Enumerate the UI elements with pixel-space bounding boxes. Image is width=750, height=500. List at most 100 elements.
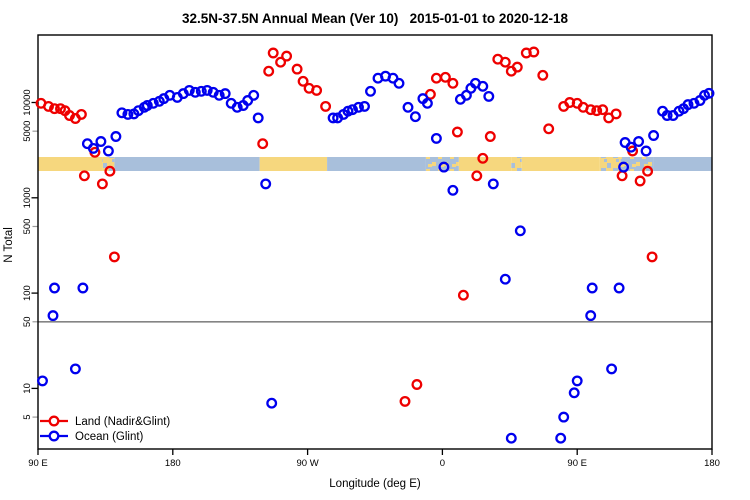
ocean-data-point	[242, 95, 254, 106]
land-data-point	[528, 46, 540, 58]
land-data-point	[267, 47, 279, 59]
y-tick-label: 50	[22, 316, 33, 327]
legend-marker-circle	[48, 430, 60, 442]
land-data-point	[108, 251, 120, 263]
ocean-data-point	[95, 136, 107, 147]
ocean-data-point	[347, 104, 358, 116]
ocean-data-point	[483, 90, 495, 102]
land-data-point	[597, 104, 609, 116]
land-data-point	[430, 72, 442, 84]
ocean-data-point	[487, 178, 499, 190]
ocean-data-point	[633, 136, 645, 147]
ocean-data-point	[585, 310, 597, 322]
land-data-point	[43, 100, 54, 112]
ocean-data-point	[499, 273, 511, 285]
land-data-point	[616, 170, 628, 182]
ocean-data-point	[195, 85, 207, 97]
land-data-point	[411, 379, 423, 390]
ocean-data-point	[37, 375, 48, 387]
land-data-point	[591, 105, 603, 117]
ocean-data-point	[47, 310, 59, 322]
ocean-data-point	[260, 178, 272, 190]
ocean-data-point	[625, 141, 637, 153]
ocean-data-point	[49, 282, 60, 294]
land-ocean-strip-segment	[511, 157, 522, 171]
ocean-data-point	[558, 411, 570, 423]
legend-label: Land (Nadir&Glint)	[75, 416, 170, 428]
ocean-data-point	[393, 77, 405, 89]
ocean-data-point	[606, 363, 618, 375]
ocean-data-point	[327, 112, 339, 124]
ocean-data-point	[141, 100, 153, 111]
land-data-point	[311, 84, 323, 96]
ocean-data-point	[102, 145, 114, 157]
ocean-data-point	[477, 80, 489, 92]
land-data-point	[457, 289, 469, 301]
ocean-data-point	[266, 397, 278, 409]
ocean-data-point	[231, 101, 243, 113]
ocean-data-point	[359, 100, 370, 112]
x-tick-label: 180	[165, 458, 181, 469]
land-data-point	[477, 152, 489, 164]
land-data-point	[75, 108, 87, 120]
ocean-data-point	[568, 387, 580, 399]
ocean-data-point	[586, 282, 598, 294]
land-data-point	[537, 69, 549, 81]
ocean-data-point	[219, 88, 231, 100]
land-ocean-strip-segment	[259, 157, 328, 171]
y-tick-label: 10000	[22, 89, 33, 115]
plot-border	[37, 34, 713, 450]
ocean-data-point	[682, 99, 694, 111]
ocean-data-point	[116, 107, 128, 119]
land-data-point	[642, 165, 654, 177]
land-data-point	[646, 251, 658, 263]
land-data-point	[281, 50, 293, 62]
ocean-data-point	[618, 161, 630, 173]
land-data-point	[439, 71, 451, 83]
land-data-point	[585, 104, 597, 116]
ocean-data-point	[353, 101, 364, 113]
land-data-point	[275, 56, 287, 68]
ocean-data-point	[213, 89, 225, 101]
ocean-data-point	[248, 89, 260, 101]
land-data-point	[291, 63, 303, 75]
ocean-data-point	[613, 282, 625, 294]
ocean-data-point	[430, 132, 442, 144]
land-ocean-strip-segment	[599, 157, 621, 171]
land-data-point	[78, 170, 90, 182]
chart-title: 32.5N-37.5N Annual Mean (Ver 10) 2015-01…	[182, 11, 568, 26]
y-axis-title: N Total	[3, 227, 15, 263]
land-data-point	[511, 61, 523, 73]
ocean-data-point	[661, 110, 673, 121]
land-data-point	[104, 165, 116, 177]
ocean-data-point	[555, 432, 567, 444]
ocean-data-point	[110, 131, 122, 142]
land-data-point	[257, 138, 269, 150]
ocean-data-point	[252, 112, 264, 124]
land-data-point	[634, 175, 646, 187]
land-data-point	[96, 178, 108, 190]
x-tick-label: 90 W	[297, 458, 319, 469]
ocean-data-point	[640, 145, 652, 157]
ocean-data-point	[183, 84, 195, 96]
ocean-data-point	[189, 86, 201, 98]
x-tick-label: 180	[704, 458, 720, 469]
ocean-data-point	[77, 282, 89, 294]
land-data-point	[263, 65, 275, 77]
ocean-data-point	[648, 130, 660, 141]
land-data-point	[49, 103, 60, 115]
ocean-data-point	[147, 97, 159, 109]
ocean-data-point	[409, 111, 421, 123]
x-axis-title: Longitude (deg E)	[329, 478, 421, 490]
plot-generated-content: 10000 5000 1000 500 100 50 10 5 90 E 180 90 W 0 90 E…	[22, 34, 720, 469]
ocean-data-point	[365, 85, 376, 97]
ocean-data-point	[69, 363, 81, 375]
ocean-data-point	[505, 432, 517, 444]
land-data-point	[399, 395, 411, 407]
y-tick-label: 100	[22, 285, 33, 301]
land-data-point	[610, 108, 622, 120]
ocean-data-point	[688, 97, 700, 109]
ocean-data-point	[514, 225, 526, 237]
